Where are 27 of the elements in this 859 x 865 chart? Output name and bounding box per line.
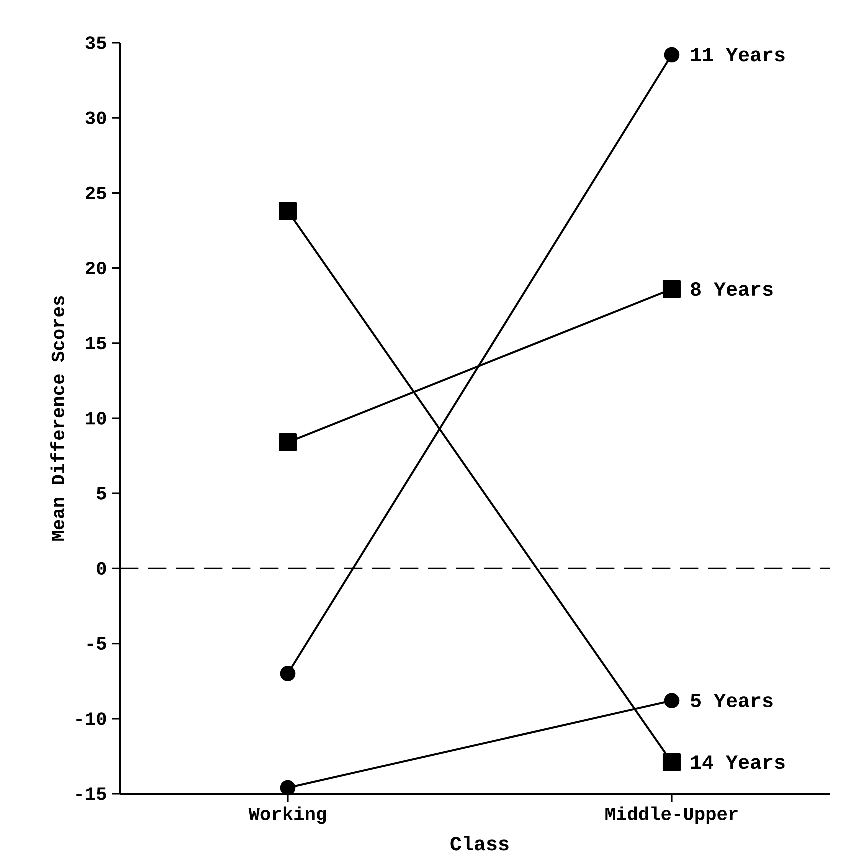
point	[664, 47, 680, 63]
series-label: 11 Years	[691, 48, 785, 62]
series-label: 14 Years	[691, 756, 785, 770]
series-label: 5 Years	[691, 694, 773, 708]
x-tick-label: Working	[248, 806, 326, 824]
point	[662, 753, 681, 772]
y-tick-label: 5	[97, 487, 106, 500]
series-label: 8 Years	[691, 282, 773, 296]
y-tick-label: 25	[86, 186, 106, 200]
y-axis-title: Mean Difference Scores	[50, 296, 65, 541]
y-tick-label: -15	[76, 788, 106, 800]
point	[278, 202, 297, 220]
y-tick-label: -10	[76, 712, 106, 726]
y-tick-label: 10	[86, 412, 106, 425]
y-tick-label: 35	[86, 36, 106, 50]
point	[662, 280, 681, 298]
y-tick-label: 20	[86, 262, 106, 275]
point	[280, 780, 296, 796]
point	[278, 434, 297, 452]
x-tick-label: Middle-Upper	[606, 806, 738, 824]
x-axis-title: Class	[450, 836, 509, 851]
y-tick-label: 30	[86, 112, 106, 124]
point	[280, 666, 296, 682]
y-tick-label: 15	[86, 337, 106, 350]
y-tick-label: 0	[97, 562, 106, 576]
point	[664, 693, 680, 709]
y-tick-label: -5	[88, 638, 106, 650]
